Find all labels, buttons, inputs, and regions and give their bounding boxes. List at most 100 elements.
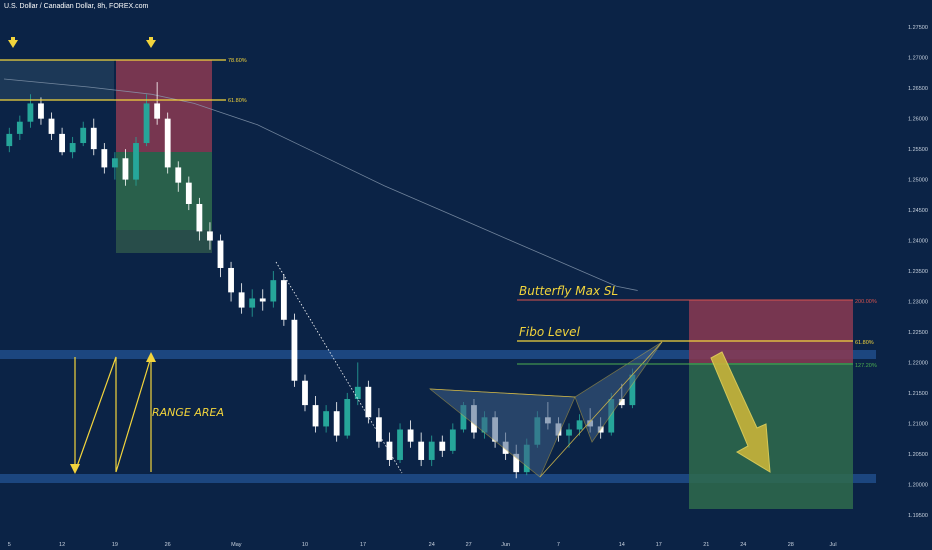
candle-body: [154, 103, 161, 119]
x-tick-label: Jul: [830, 542, 837, 548]
candle-body: [90, 127, 97, 150]
x-tick-label: Jun: [501, 542, 510, 548]
range-zigzag: [74, 356, 152, 473]
x-tick-label: 26: [165, 542, 171, 548]
y-tick-label: 1.24000: [908, 239, 928, 245]
harmonic-pattern: [428, 341, 663, 478]
candle-body: [270, 280, 277, 302]
candle-body: [38, 103, 44, 119]
left-target-lower-zone: [116, 230, 212, 253]
y-tick-label: 1.22000: [908, 360, 928, 366]
dotted-trend-line: [275, 261, 403, 474]
candle-body: [207, 231, 213, 241]
x-tick-label: 27: [466, 542, 472, 548]
candle-body: [407, 429, 414, 442]
candle-body: [217, 240, 224, 268]
candle-body: [323, 411, 330, 427]
y-tick-label: 1.20000: [908, 482, 928, 488]
candle-body: [418, 441, 425, 460]
candle-body: [164, 118, 171, 168]
marker-arrow-left-stem: [11, 37, 15, 41]
candle-body: [608, 399, 615, 433]
candle-body: [449, 429, 456, 451]
support-resistance-bands: [0, 350, 876, 483]
x-tick-label: 14: [619, 542, 625, 548]
candle-body: [185, 182, 192, 204]
candle-body: [376, 417, 382, 442]
x-tick-label: 17: [360, 542, 366, 548]
candle-body: [365, 386, 372, 418]
candle-body: [238, 292, 245, 308]
chart-title: U.S. Dollar / Canadian Dollar, 8h, FOREX…: [4, 3, 149, 10]
time-axis: 5 12 19 26 May 10 17 24 27 Jun 7 14 17 21 24 28 Jul: [8, 542, 837, 548]
moving-average: [3, 78, 638, 291]
candle-body: [111, 158, 118, 168]
candle-body: [27, 103, 34, 122]
candle-body: [48, 118, 55, 134]
fibonacci-lines: [0, 59, 853, 365]
y-tick-label: 1.27000: [908, 56, 928, 62]
butterfly-max-sl-label: Butterfly Max SL: [519, 284, 618, 298]
candle-body: [133, 143, 139, 180]
annotations: Butterfly Max SL Fibo Level RANGE AREA: [152, 284, 618, 419]
candle-body: [122, 158, 129, 180]
candle-body: [439, 441, 446, 451]
y-tick-label: 1.21500: [908, 391, 928, 397]
candle-body: [291, 319, 298, 381]
candle-body: [6, 133, 13, 147]
marker-arrow-right-stem: [149, 37, 153, 41]
candle-body: [344, 399, 351, 436]
x-tick-label: 7: [557, 542, 560, 548]
candle-body: [249, 298, 256, 308]
fibo-level-label: Fibo Level: [519, 325, 581, 339]
candle-body: [16, 121, 23, 134]
range-area-label: RANGE AREA: [152, 406, 224, 419]
candle-body: [59, 133, 65, 153]
y-tick-label: 1.20500: [908, 452, 928, 458]
x-tick-label: 24: [740, 542, 746, 548]
fib-label-200: 200.00%: [855, 299, 877, 305]
candle-body: [69, 143, 76, 153]
x-tick-label: May: [231, 542, 242, 548]
candle-body: [302, 380, 308, 406]
y-tick-label: 1.26000: [908, 117, 928, 123]
y-tick-label: 1.24500: [908, 208, 928, 214]
fib-label-786: 78.60%: [228, 58, 247, 64]
candle-body: [354, 386, 361, 400]
candle-body: [259, 298, 266, 302]
x-tick-label: 21: [703, 542, 709, 548]
candle-body: [280, 280, 287, 320]
candle-body: [333, 411, 340, 436]
pattern-xb-line: [429, 388, 576, 398]
x-tick-label: 17: [656, 542, 662, 548]
x-tick-label: 28: [788, 542, 794, 548]
right-target-zone: [689, 363, 853, 509]
y-tick-label: 1.25500: [908, 147, 928, 153]
candle-body: [175, 167, 182, 183]
x-tick-label: 10: [302, 542, 308, 548]
y-tick-label: 1.23000: [908, 299, 928, 305]
candle-body: [513, 453, 520, 473]
drawing-marks: [8, 37, 771, 474]
price-axis: 1.27500 1.27000 1.26500 1.26000 1.25500 1.250…: [908, 25, 928, 519]
candle-body: [196, 203, 203, 232]
candle-body: [460, 405, 467, 430]
left-range-zone: [0, 60, 114, 100]
y-tick-label: 1.21000: [908, 421, 928, 427]
sma-line: [3, 78, 638, 291]
y-tick-label: 1.22500: [908, 330, 928, 336]
resistance-band: [0, 350, 876, 359]
y-tick-label: 1.23500: [908, 269, 928, 275]
candle-body: [566, 429, 572, 436]
support-band: [0, 474, 876, 483]
candle-body: [618, 399, 625, 406]
x-tick-label: 5: [8, 542, 11, 548]
x-tick-label: 12: [59, 542, 65, 548]
fib-label-618-right: 61.80%: [855, 340, 874, 346]
fib-label-618-left: 61.80%: [228, 98, 247, 104]
y-tick-label: 1.26500: [908, 86, 928, 92]
fib-labels: 78.60% 61.80% 61.80% 127.20% 200.00%: [228, 58, 877, 369]
range-arrow-up: [146, 352, 156, 362]
x-tick-label: 19: [112, 542, 118, 548]
